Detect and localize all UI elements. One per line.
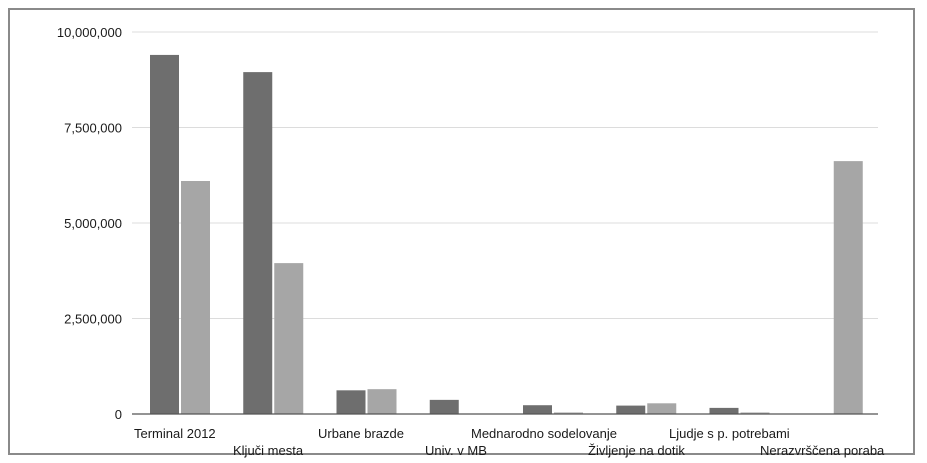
y-tick-label: 10,000,000 xyxy=(57,25,122,40)
y-tick-label: 0 xyxy=(115,407,122,422)
x-category-label: Ključi mesta xyxy=(233,443,304,458)
bar-series-1 xyxy=(709,407,739,414)
bar-series-2 xyxy=(647,403,677,414)
x-category-label: Nerazvrščena poraba xyxy=(760,443,885,458)
y-tick-label: 5,000,000 xyxy=(64,216,122,231)
bar-series-1 xyxy=(243,72,273,415)
bar-series-2 xyxy=(833,161,863,414)
x-category-label: Terminal 2012 xyxy=(134,426,216,441)
x-category-label: Univ. v MB xyxy=(425,443,487,458)
bar-series-2 xyxy=(274,263,304,414)
bar-series-2 xyxy=(740,412,770,414)
bar-series-1 xyxy=(429,399,459,414)
bar-series-1 xyxy=(150,54,179,415)
bar-series-2 xyxy=(181,180,210,414)
bar-series-2 xyxy=(554,412,583,414)
x-category-label: Urbane brazde xyxy=(318,426,404,441)
y-axis: 0 2,500,000 5,000,000 7,500,000 10,000,000 xyxy=(57,25,122,422)
bar-series-1 xyxy=(616,405,646,414)
bar-series-2 xyxy=(367,389,397,414)
x-category-label: Ljudje s p. potrebami xyxy=(669,426,790,441)
bar-series-1 xyxy=(523,405,552,414)
x-category-label: Življenje na dotik xyxy=(588,443,685,458)
x-axis: Terminal 2012 Ključi mesta Urbane brazde Un… xyxy=(132,413,885,458)
y-tick-label: 7,500,000 xyxy=(64,121,122,136)
x-category-label: Mednarodno sodelovanje xyxy=(471,426,617,441)
bar-series-1 xyxy=(336,390,366,414)
y-tick-label: 2,500,000 xyxy=(64,312,122,327)
bars xyxy=(150,54,863,415)
